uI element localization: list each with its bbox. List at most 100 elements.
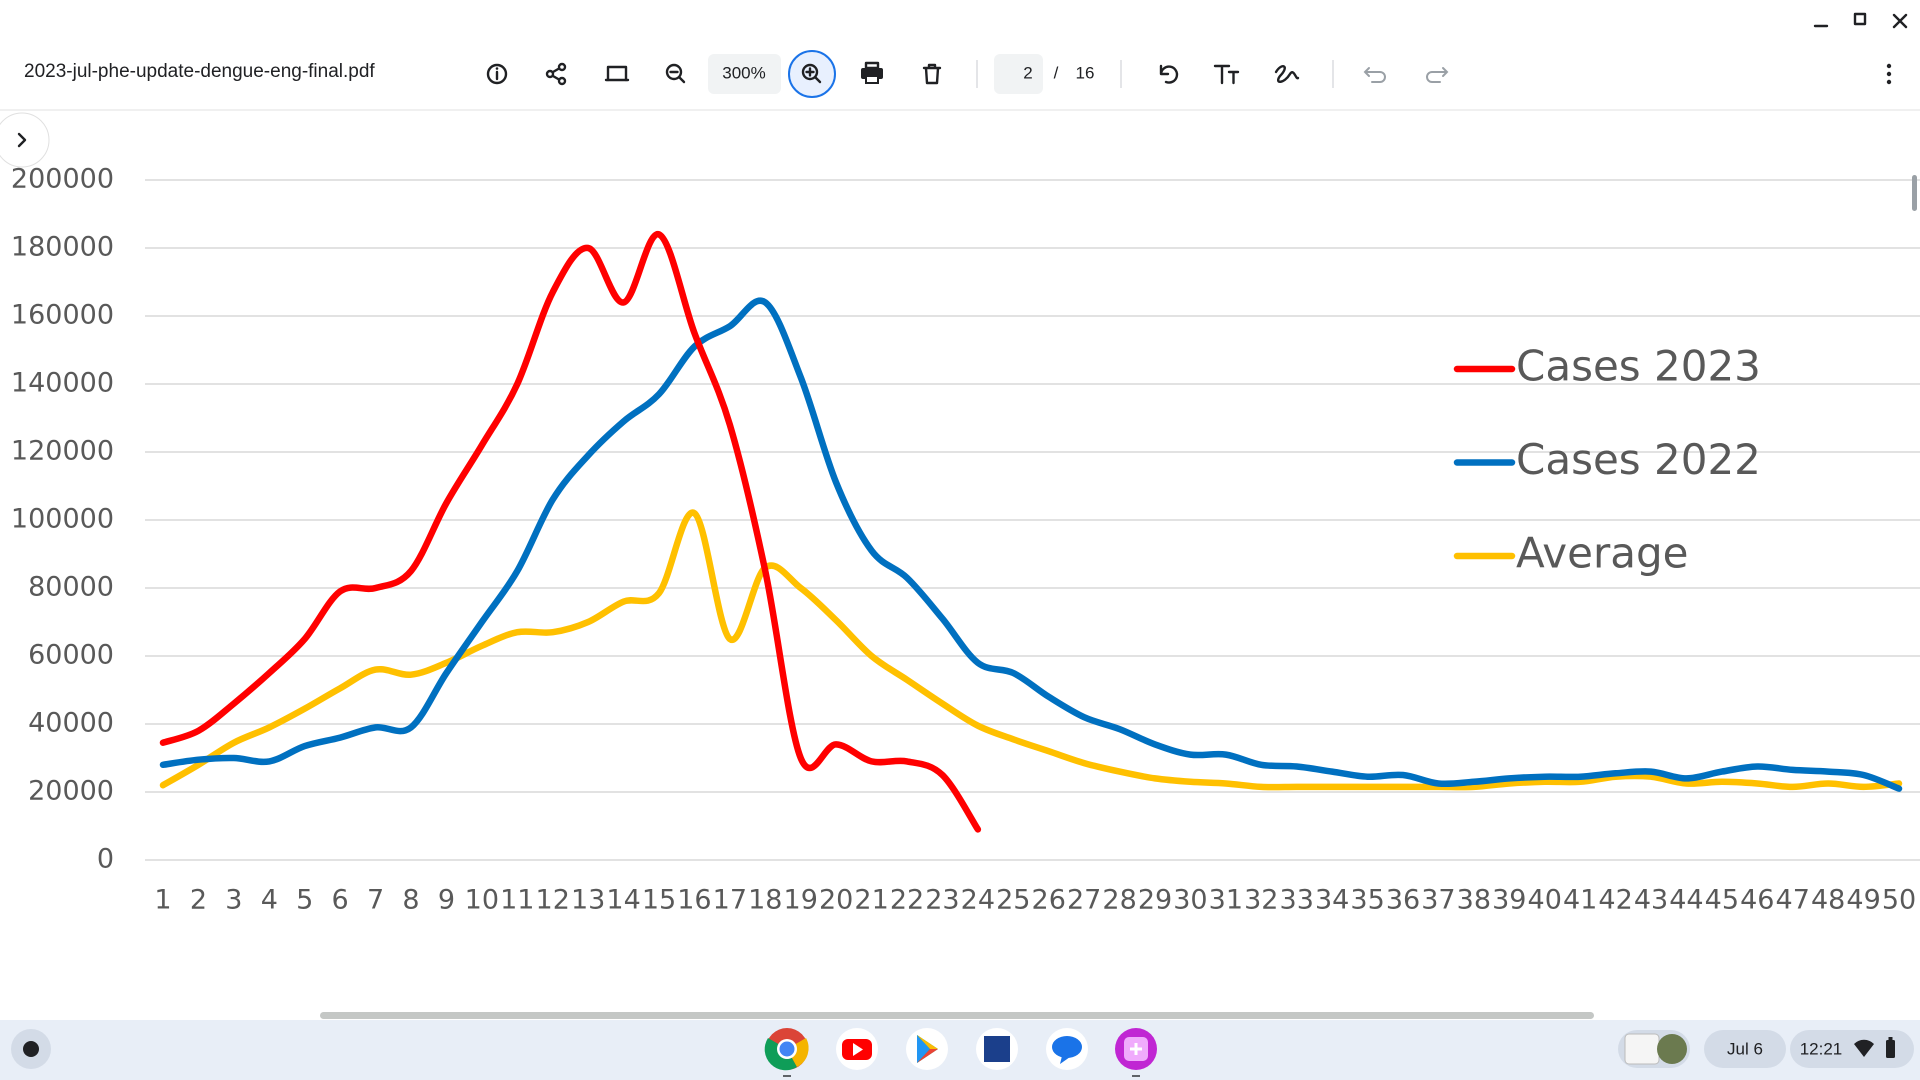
x-tick-label: 41 <box>1563 885 1597 916</box>
y-tick-label: 100000 <box>11 504 114 535</box>
x-tick-label: 30 <box>1173 885 1207 916</box>
x-tick-label: 28 <box>1102 885 1136 916</box>
weather-icon[interactable] <box>976 1028 1018 1070</box>
x-tick-label: 26 <box>1032 885 1066 916</box>
x-tick-label: 16 <box>677 885 711 916</box>
y-tick-label: 200000 <box>11 164 114 195</box>
x-tick-label: 34 <box>1315 885 1349 916</box>
x-tick-label: 49 <box>1846 885 1880 916</box>
x-tick-label: 17 <box>713 885 747 916</box>
text-button[interactable] <box>1213 64 1240 85</box>
youtube-icon[interactable] <box>836 1028 878 1070</box>
x-tick-label: 8 <box>402 885 419 916</box>
toolbar <box>0 0 1920 110</box>
x-tick-label: 47 <box>1776 885 1810 916</box>
series-line <box>159 231 982 833</box>
x-tick-label: 25 <box>996 885 1030 916</box>
undo-button[interactable] <box>1363 67 1386 83</box>
y-tick-label: 160000 <box>11 300 114 331</box>
x-tick-label: 22 <box>890 885 924 916</box>
x-tick-label: 40 <box>1528 885 1562 916</box>
x-tick-label: 42 <box>1598 885 1632 916</box>
legend-label: Cases 2023 <box>1516 342 1761 391</box>
battery-icon <box>1886 1037 1895 1058</box>
x-tick-label: 14 <box>606 885 640 916</box>
chrome-icon[interactable] <box>764 1028 809 1077</box>
x-tick-label: 50 <box>1882 885 1916 916</box>
gallery-icon[interactable] <box>1115 1028 1157 1077</box>
time: 12:21 <box>1800 1039 1843 1058</box>
date-pill[interactable] <box>1704 1030 1786 1068</box>
file-name: 2023-jul-phe-update-dengue-eng-final.pdf <box>24 61 375 82</box>
x-tick-label: 48 <box>1811 885 1845 916</box>
info-button[interactable] <box>486 63 508 85</box>
x-tick-label: 7 <box>367 885 384 916</box>
series-line <box>159 297 1903 792</box>
x-tick-label: 18 <box>748 885 782 916</box>
delete-button[interactable] <box>922 63 942 85</box>
fit-button[interactable] <box>604 65 630 82</box>
x-tick-label: 10 <box>465 885 499 916</box>
x-tick-label: 23 <box>925 885 959 916</box>
zoom-field[interactable] <box>708 54 781 94</box>
horizontal-scrollbar[interactable] <box>320 1012 1594 1019</box>
page-total: 16 <box>1076 63 1095 82</box>
x-tick-label: 20 <box>819 885 853 916</box>
x-tick-label: 12 <box>536 885 570 916</box>
x-tick-label: 11 <box>500 885 534 916</box>
x-tick-label: 44 <box>1669 885 1703 916</box>
chart: 0 20000 40000 60000 80000 100000 120000 140000 1… <box>11 164 1920 916</box>
messages-icon[interactable] <box>1046 1028 1088 1070</box>
x-tick-label: 37 <box>1421 885 1455 916</box>
play-store-icon[interactable] <box>906 1028 948 1070</box>
x-tick-label: 39 <box>1492 885 1526 916</box>
sidebar-toggle[interactable] <box>0 112 50 168</box>
close-button[interactable] <box>1892 13 1908 29</box>
y-tick-label: 120000 <box>11 436 114 467</box>
rotate-button[interactable] <box>1159 64 1179 84</box>
x-tick-label: 4 <box>261 885 278 916</box>
share-button[interactable] <box>545 62 567 86</box>
x-tick-label: 1 <box>154 885 171 916</box>
x-tick-label: 35 <box>1350 885 1384 916</box>
launcher-button[interactable] <box>11 1029 51 1069</box>
redo-button[interactable] <box>1426 67 1449 83</box>
x-tick-label: 2 <box>190 885 207 916</box>
zoom-out-button[interactable] <box>665 63 686 84</box>
x-tick-label: 43 <box>1634 885 1668 916</box>
x-tick-label: 5 <box>296 885 313 916</box>
print-button[interactable] <box>861 61 883 84</box>
x-tick-label: 9 <box>438 885 455 916</box>
status-pill[interactable] <box>1790 1030 1914 1068</box>
draw-button[interactable] <box>1274 65 1300 83</box>
page-field[interactable] <box>994 54 1043 94</box>
x-tick-label: 36 <box>1386 885 1420 916</box>
legend-label: Cases 2022 <box>1516 435 1761 484</box>
x-tick-label: 15 <box>642 885 676 916</box>
page-number[interactable]: 2 <box>1023 63 1032 82</box>
taskbar <box>0 1020 1920 1080</box>
page-separator: / <box>1054 63 1059 82</box>
x-tick-label: 24 <box>961 885 995 916</box>
vertical-scrollbar[interactable] <box>1912 175 1917 211</box>
restore-button[interactable] <box>1853 12 1867 26</box>
menu-button[interactable] <box>1886 63 1892 85</box>
y-tick-label: 140000 <box>11 368 114 399</box>
y-tick-label: 0 <box>97 844 114 875</box>
zoom-value[interactable]: 300% <box>722 63 765 82</box>
x-tick-label: 6 <box>332 885 349 916</box>
x-tick-label: 27 <box>1067 885 1101 916</box>
window-controls <box>1813 12 1908 29</box>
y-tick-label: 80000 <box>28 572 114 603</box>
y-tick-label: 20000 <box>28 776 114 807</box>
zoom-in-button[interactable] <box>788 50 836 98</box>
y-tick-label: 60000 <box>28 640 114 671</box>
wifi-icon <box>1854 1039 1874 1057</box>
legend-label: Average <box>1516 529 1688 578</box>
x-tick-label: 31 <box>1209 885 1243 916</box>
y-tick-label: 40000 <box>28 708 114 739</box>
x-tick-label: 38 <box>1457 885 1491 916</box>
tray-thumbnails[interactable] <box>1618 1030 1690 1068</box>
